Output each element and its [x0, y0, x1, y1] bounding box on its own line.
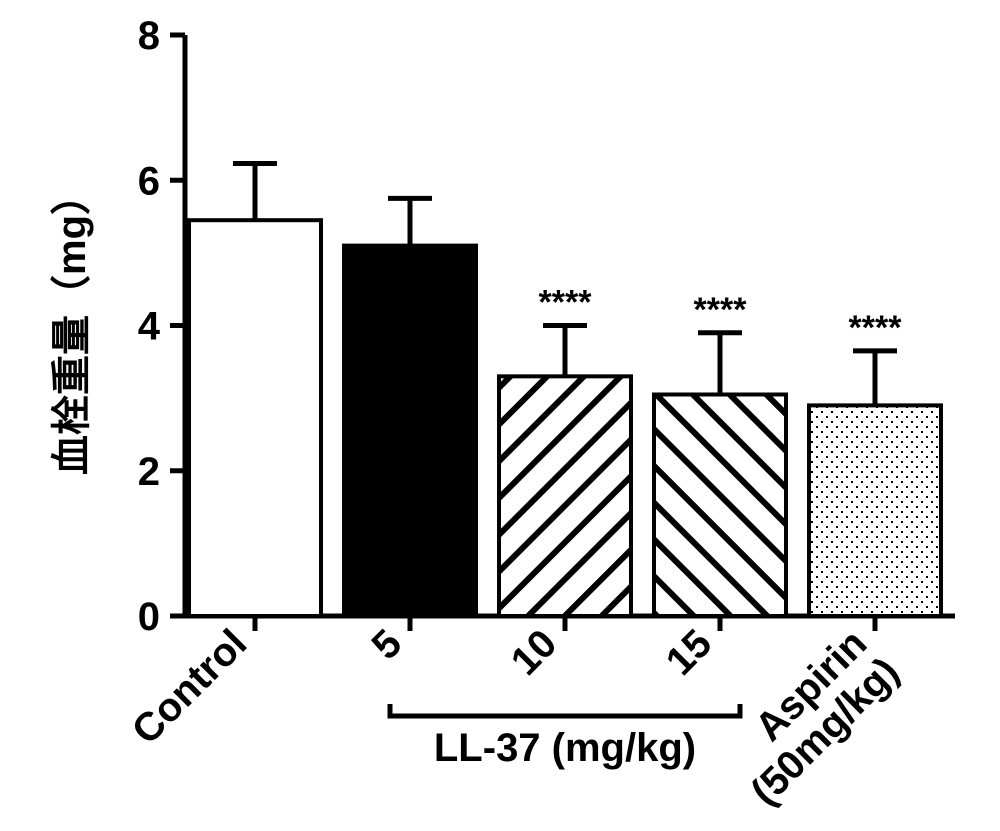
significance-stars: **** [849, 309, 903, 347]
significance-stars: **** [694, 291, 748, 329]
bar [344, 246, 476, 616]
significance-stars: **** [539, 284, 593, 322]
bar [189, 220, 321, 616]
x-tick-label: 10 [503, 621, 566, 684]
y-tick-label: 8 [138, 14, 160, 58]
y-axis-title: 血栓重量（mg） [50, 175, 94, 475]
x-tick-label: 5 [364, 621, 411, 668]
bars-group: **** **** **** [189, 164, 941, 616]
chart-container: 0 2 4 6 8 血栓重量（mg） **** **** **** Control 5 10 15… [0, 0, 1000, 831]
x-tick-label: Control [124, 621, 256, 753]
bar-chart: 0 2 4 6 8 血栓重量（mg） **** **** **** Control 5 10 15… [0, 0, 1000, 831]
y-tick-label: 2 [138, 450, 160, 494]
x-tick-label: 15 [658, 621, 721, 684]
bar [809, 405, 941, 616]
group-bracket: LL-37 (mg/kg) [390, 704, 740, 770]
group-bracket-line [390, 704, 740, 716]
y-axis-ticks: 0 2 4 6 8 [138, 14, 185, 639]
bar [654, 394, 786, 616]
y-tick-label: 4 [138, 305, 161, 349]
y-tick-label: 0 [138, 595, 160, 639]
bar [499, 376, 631, 616]
y-tick-label: 6 [138, 159, 160, 203]
group-bracket-label: LL-37 (mg/kg) [434, 726, 696, 770]
